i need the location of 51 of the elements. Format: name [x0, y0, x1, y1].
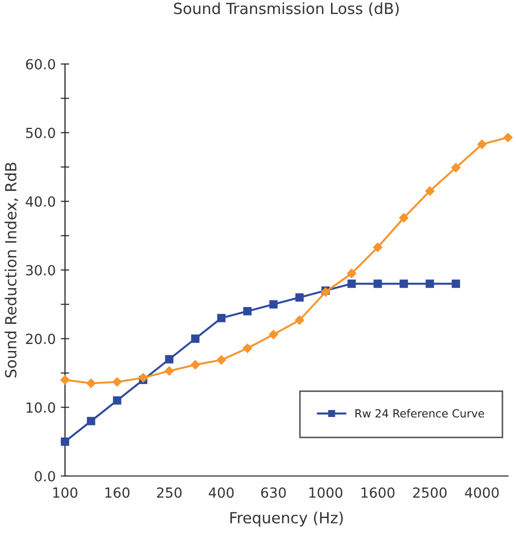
x-tick-label: 400 [208, 487, 234, 498]
legend-label: Rw 24 Reference Curve [355, 408, 484, 418]
point [164, 366, 174, 376]
x-tick-label: 630 [261, 487, 286, 498]
point [398, 212, 409, 223]
chart-title: Sound Transmission Loss (dB) [174, 2, 399, 16]
point [60, 438, 70, 446]
point [216, 355, 226, 365]
y-tick-label: 10.0 [26, 402, 56, 413]
x-tick-label: 2500 [413, 487, 447, 498]
y-tick-label: 40.0 [26, 196, 56, 207]
point [242, 343, 252, 354]
point [346, 268, 357, 278]
x-tick-label: 1600 [362, 487, 394, 498]
point [217, 314, 226, 322]
point [424, 186, 435, 196]
y-tick-label: 30.0 [26, 264, 56, 276]
point [503, 132, 513, 142]
point [452, 280, 460, 288]
point [112, 396, 122, 405]
point [374, 280, 382, 288]
point [477, 139, 487, 150]
x-tick-label: 160 [105, 487, 130, 498]
point [400, 280, 408, 288]
x-tick-label: 1000 [309, 487, 342, 498]
x-tick-label: 100 [53, 487, 78, 498]
point [268, 330, 278, 340]
point [347, 280, 356, 288]
x-tick-label: 4000 [464, 487, 499, 498]
point [243, 307, 252, 316]
y-tick-label: 0.0 [34, 470, 56, 482]
point [86, 378, 96, 388]
point [190, 360, 200, 370]
point [450, 162, 461, 173]
y-tick-label: 20.0 [26, 334, 56, 344]
y-axis-title: Sound Reduction Index, RdB [4, 162, 18, 378]
point [269, 300, 278, 308]
point [191, 334, 200, 343]
point [294, 315, 304, 326]
y-tick-label: 60.0 [26, 58, 56, 70]
point [112, 377, 122, 387]
point [295, 293, 304, 302]
y-tick-label: 50.0 [26, 128, 56, 138]
point [86, 416, 96, 426]
point [60, 374, 70, 385]
point [372, 242, 383, 252]
point [138, 372, 148, 383]
point [426, 280, 434, 288]
point [165, 355, 174, 364]
x-tick-label: 250 [157, 487, 182, 498]
x-axis-title: Frequency (Hz) [230, 512, 343, 526]
